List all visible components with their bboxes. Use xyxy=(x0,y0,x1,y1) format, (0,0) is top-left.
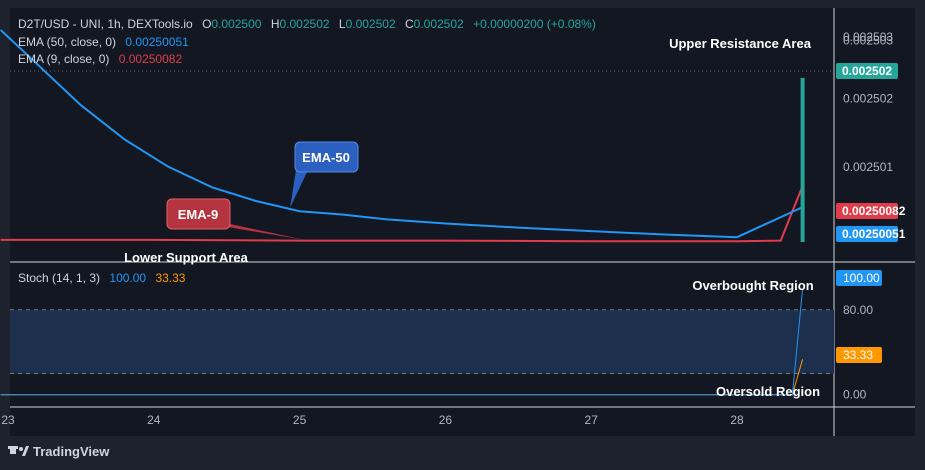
oversold-label: Oversold Region xyxy=(716,384,820,399)
ema50-callout: EMA-50 xyxy=(290,141,359,208)
close-label: C xyxy=(405,17,414,31)
ema9-legend[interactable]: EMA (9, close, 0) 0.00250082 xyxy=(18,52,182,66)
ema50-price-badge-text: 0.00250051 xyxy=(842,227,906,241)
low-label: L xyxy=(339,17,346,31)
stoch-k-line[interactable] xyxy=(0,288,804,396)
time-axis-ticks[interactable]: 23 24 25 26 27 28 xyxy=(1,413,744,427)
last-candle[interactable] xyxy=(800,77,805,243)
upper-resistance-label: Upper Resistance Area xyxy=(669,36,812,51)
time-tick-label: 27 xyxy=(585,413,599,427)
stoch-tick-label: 80.00 xyxy=(843,303,873,317)
last-price-badge-text: 0.002502 xyxy=(842,64,892,78)
price-tick-label: 0.002503 xyxy=(843,33,893,47)
stoch-legend-k: 100.00 xyxy=(109,271,146,285)
ema9-price-badge: 0.00250082 xyxy=(836,203,906,219)
low-value: 0.002502 xyxy=(346,17,396,31)
symbol-ohlc-legend: D2T/USD - UNI, 1h, DEXTools.io O0.002500… xyxy=(18,17,596,31)
stoch-legend[interactable]: Stoch (14, 1, 3) 100.00 33.33 xyxy=(18,271,186,285)
stoch-tick-label: 0.00 xyxy=(843,388,867,402)
stoch-band xyxy=(10,309,834,374)
time-tick-label: 23 xyxy=(1,413,15,427)
price-tick-label: 0.002502 xyxy=(843,91,893,105)
close-value: 0.002502 xyxy=(414,17,464,31)
ema9-callout-text: EMA-9 xyxy=(178,207,218,222)
ema50-legend-label: EMA (50, close, 0) xyxy=(18,35,116,49)
ema9-legend-value: 0.00250082 xyxy=(119,52,183,66)
ema9-line[interactable] xyxy=(0,185,804,243)
time-tick-label: 26 xyxy=(439,413,453,427)
tradingview-logo-icon xyxy=(8,446,29,456)
tradingview-wordmark: TradingView xyxy=(33,444,110,459)
price-tick-label: 0.002501 xyxy=(843,160,893,174)
tradingview-logo[interactable]: TradingView xyxy=(8,444,110,459)
stoch-legend-d: 33.33 xyxy=(155,271,185,285)
last-price-badge: 0.002502 xyxy=(836,63,898,79)
ema9-legend-label: EMA (9, close, 0) xyxy=(18,52,109,66)
price-badges: 0.002502 0.00250082 0.00250051 100.00 33.33 xyxy=(836,63,906,363)
stoch-legend-label: Stoch (14, 1, 3) xyxy=(18,271,100,285)
open-label: O xyxy=(202,17,211,31)
ema9-price-badge-text: 0.00250082 xyxy=(842,204,906,218)
ema50-price-badge: 0.00250051 xyxy=(836,226,906,242)
symbol-title: D2T/USD - UNI, 1h, DEXTools.io xyxy=(18,17,193,31)
overbought-label: Overbought Region xyxy=(692,278,813,293)
open-value: 0.002500 xyxy=(211,17,261,31)
ema9-callout: EMA-9 xyxy=(166,198,305,240)
stoch-k-badge-text: 100.00 xyxy=(843,271,880,285)
ema50-legend-value: 0.00250051 xyxy=(125,35,189,49)
time-tick-label: 28 xyxy=(730,413,744,427)
stoch-d-badge: 33.33 xyxy=(836,347,882,363)
stoch-k-badge: 100.00 xyxy=(836,270,882,286)
high-label: H xyxy=(271,17,280,31)
high-value: 0.002502 xyxy=(279,17,329,31)
price-tick-label: 0.002503 xyxy=(843,30,893,44)
ema50-callout-text: EMA-50 xyxy=(302,150,350,165)
stoch-d-badge-text: 33.33 xyxy=(843,348,873,362)
time-tick-label: 24 xyxy=(147,413,161,427)
time-tick-label: 25 xyxy=(293,413,307,427)
change-value: +0.00000200 (+0.08%) xyxy=(473,17,596,31)
ema50-line[interactable] xyxy=(0,29,804,239)
ema50-legend[interactable]: EMA (50, close, 0) 0.00250051 xyxy=(18,35,189,49)
lower-support-label: Lower Support Area xyxy=(124,250,249,265)
